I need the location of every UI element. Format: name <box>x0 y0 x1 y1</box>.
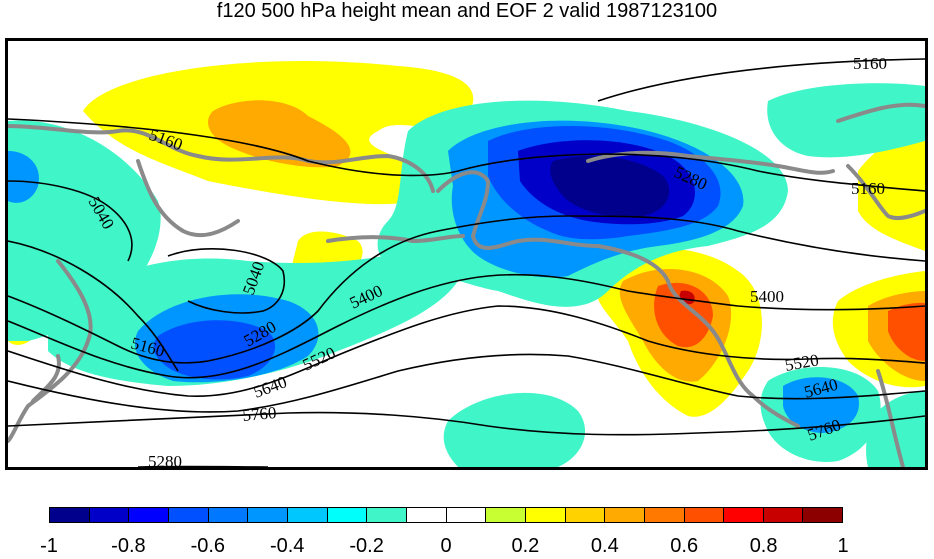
colorbar-swatch <box>209 508 249 522</box>
colorbar-tick-label: 0.2 <box>511 535 539 557</box>
colorbar-tick-label: -0.6 <box>191 535 225 557</box>
colorbar-swatch <box>486 508 526 522</box>
map-title: f120 500 hPa height mean and EOF 2 valid… <box>0 0 934 22</box>
colorbar <box>49 507 843 523</box>
colorbar-swatch <box>90 508 130 522</box>
map-panel: 5160 5160 5160 5040 5040 5280 5400 5160 … <box>5 38 928 470</box>
contour-label: 5400 <box>750 287 784 306</box>
colorbar-tick-labels: -1 -0.8 -0.6 -0.4 -0.2 0 0.2 0.4 0.6 0.8 1 <box>0 535 934 559</box>
colorbar-tick-label: 0.4 <box>591 535 619 557</box>
colorbar-swatch <box>248 508 288 522</box>
colorbar-swatch <box>447 508 487 522</box>
colorbar-tick-label: 0.8 <box>750 535 778 557</box>
colorbar-swatch <box>328 508 368 522</box>
colorbar-tick-label: -0.8 <box>111 535 145 557</box>
colorbar-swatch <box>288 508 328 522</box>
colorbar-swatch <box>605 508 645 522</box>
colorbar-tick-label: 0.6 <box>670 535 698 557</box>
colorbar-swatch <box>367 508 407 522</box>
colorbar-tick-label: 0 <box>440 535 451 557</box>
colorbar-swatch <box>724 508 764 522</box>
colorbar-tick-label: -1 <box>40 535 58 557</box>
colorbar-swatch <box>645 508 685 522</box>
colorbar-swatch <box>169 508 209 522</box>
colorbar-swatch <box>566 508 606 522</box>
contour-label: 5280 <box>148 452 182 467</box>
colorbar-tick-label: 1 <box>837 535 848 557</box>
contour-label: 5160 <box>851 179 885 198</box>
colorbar-tick-label: -0.2 <box>349 535 383 557</box>
colorbar-swatch <box>407 508 447 522</box>
contour-label: 5640 <box>251 372 289 401</box>
colorbar-swatch <box>803 508 842 522</box>
colorbar-swatch <box>526 508 566 522</box>
colorbar-tick-label: -0.4 <box>270 535 304 557</box>
contour-label: 5160 <box>853 54 887 73</box>
contour-label: 5760 <box>242 403 278 425</box>
colorbar-swatch <box>764 508 804 522</box>
map-canvas: 5160 5160 5160 5040 5040 5280 5400 5160 … <box>8 41 925 467</box>
colorbar-swatch <box>685 508 725 522</box>
colorbar-swatch <box>129 508 169 522</box>
colorbar-swatch <box>50 508 90 522</box>
